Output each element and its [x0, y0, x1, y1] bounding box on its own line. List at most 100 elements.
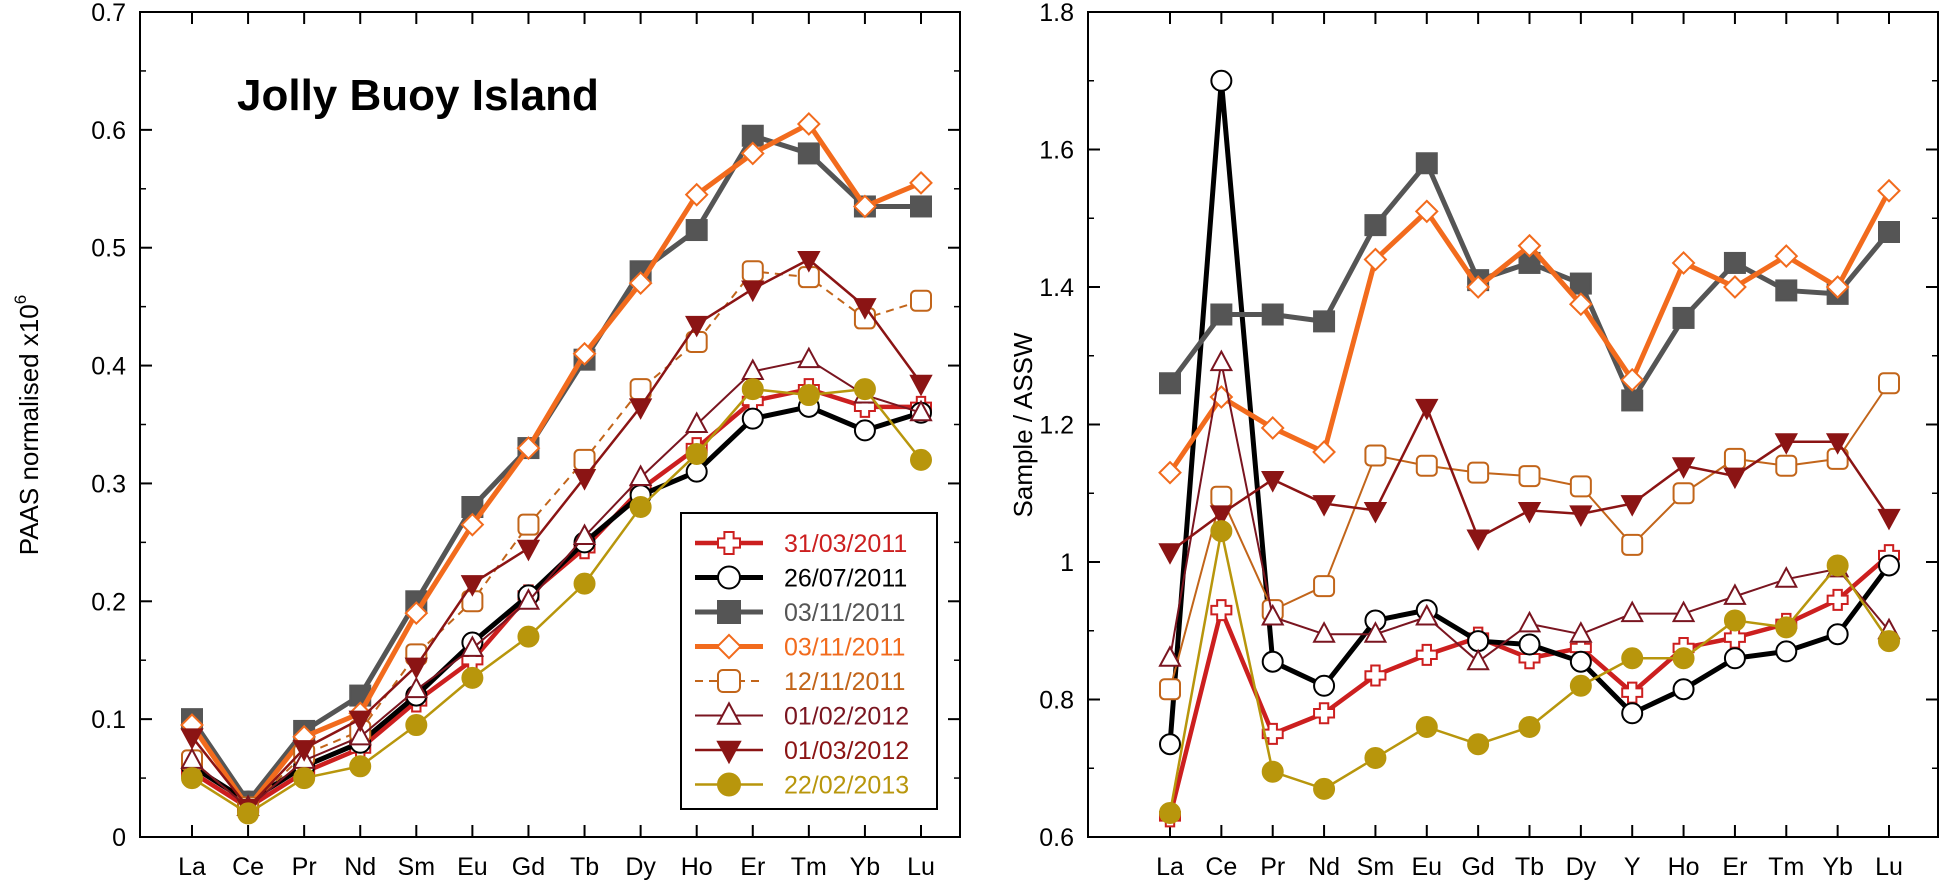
- data-point-nd: [349, 755, 372, 778]
- data-point-dy: [1569, 650, 1592, 673]
- legend-entry: 03/11/2011: [695, 599, 905, 627]
- x-tick-label-ce: Ce: [1205, 853, 1237, 881]
- y-tick-label: 0.6: [91, 117, 126, 145]
- data-point-gd: [1467, 461, 1490, 484]
- data-point-dy: [1569, 621, 1593, 643]
- x-tick-label-sm: Sm: [1357, 853, 1395, 881]
- data-point-eu: [460, 575, 485, 597]
- legend-label: 03/11/2011: [784, 634, 905, 662]
- legend-label: 31/03/2011: [784, 530, 907, 558]
- legend-entry: 26/07/2011: [695, 565, 907, 593]
- data-point-y: [1621, 533, 1644, 556]
- data-point-gd: [516, 539, 541, 562]
- legend-entry: 22/02/2013: [695, 772, 909, 800]
- x-tick-label-tm: Tm: [1768, 853, 1804, 881]
- data-point-er: [1723, 275, 1747, 299]
- data-point-tm: [797, 251, 821, 273]
- y-tick-label: 0.6: [1039, 824, 1074, 852]
- series-01-03-2012-6: [1158, 398, 1901, 565]
- legend-label: 26/07/2011: [784, 565, 907, 593]
- data-point-la: [180, 728, 204, 750]
- data-point-er: [1723, 467, 1747, 490]
- data-point-lu: [909, 374, 933, 397]
- x-tick-label-ce: Ce: [232, 853, 264, 881]
- data-point-lu: [909, 170, 933, 195]
- legend-marker: [717, 772, 741, 797]
- data-point-yb: [853, 419, 876, 442]
- data-point-nd: [1313, 575, 1336, 598]
- data-point-lu: [1877, 508, 1901, 531]
- data-point-eu: [1415, 643, 1438, 666]
- data-point-lu: [910, 195, 932, 218]
- data-point-y: [1620, 495, 1644, 517]
- data-point-nd: [1313, 777, 1336, 800]
- data-point-tb: [1517, 233, 1542, 258]
- data-point-ho: [685, 442, 708, 465]
- data-point-yb: [853, 298, 877, 320]
- x-tick-label-dy: Dy: [625, 853, 656, 881]
- series-22-02-2013-7: [1159, 520, 1900, 824]
- data-point-ce: [1210, 69, 1233, 92]
- legend-entry: 03/11/2011: [695, 634, 905, 662]
- data-point-sm: [404, 657, 428, 680]
- data-point-tm: [797, 384, 820, 407]
- data-point-lu: [910, 448, 932, 471]
- legend-marker: [717, 565, 741, 590]
- legend-label: 01/02/2012: [784, 703, 909, 731]
- legend-marker: [716, 633, 742, 660]
- data-point-tm: [1775, 454, 1798, 477]
- data-point-tb: [1518, 716, 1541, 738]
- data-point-tb: [1517, 501, 1542, 524]
- legend-label: 01/03/2012: [784, 737, 909, 765]
- data-point-tm: [1774, 566, 1798, 588]
- data-point-la: [1159, 372, 1181, 395]
- data-point-yb: [1825, 433, 1850, 455]
- x-tick-label-lu: Lu: [1875, 853, 1903, 881]
- data-point-lu: [1878, 554, 1900, 577]
- data-point-nd: [1312, 621, 1336, 643]
- y-tick-label: 0.2: [91, 588, 126, 616]
- data-point-dy: [1569, 475, 1592, 498]
- legend-label: 22/02/2013: [784, 772, 909, 800]
- data-point-tb: [1518, 465, 1541, 488]
- y-tick-label: 1.4: [1039, 274, 1074, 302]
- x-tick-label-sm: Sm: [398, 853, 436, 881]
- data-point-lu: [910, 289, 932, 312]
- data-point-ho: [1672, 678, 1695, 701]
- x-tick-label-ho: Ho: [681, 853, 713, 881]
- left-chart-title: Jolly Buoy Island: [237, 71, 599, 120]
- data-point-gd: [517, 625, 540, 648]
- data-point-eu: [460, 512, 485, 537]
- data-point-la: [1158, 645, 1182, 667]
- data-point-dy: [1569, 272, 1592, 295]
- data-point-gd: [516, 436, 541, 460]
- data-point-ce: [1210, 303, 1233, 326]
- x-tick-label-la: La: [178, 853, 206, 881]
- x-tick-label-tb: Tb: [570, 853, 599, 881]
- y-tick-label: 0.8: [1039, 687, 1074, 715]
- x-tick-label-gd: Gd: [1461, 853, 1494, 881]
- left-series: [180, 112, 933, 825]
- data-point-er: [741, 378, 764, 401]
- data-point-ce: [1210, 599, 1233, 622]
- data-point-er: [1723, 447, 1746, 470]
- x-tick-label-gd: Gd: [512, 853, 545, 881]
- right-x-axis: La Ce Pr Nd Sm Eu Gd Tb Dy Y Ho Er Tm Yb Lu: [1156, 12, 1903, 881]
- legend-entry: 31/03/2011: [695, 530, 907, 558]
- data-point-eu: [1414, 199, 1439, 224]
- data-point-gd: [517, 513, 540, 536]
- data-point-ce: [1210, 485, 1233, 508]
- y-tick-label: 1.6: [1039, 137, 1074, 165]
- series-03-11-2011-2: [1159, 152, 1900, 412]
- data-point-gd: [516, 588, 541, 610]
- legend-marker: [716, 740, 742, 765]
- data-point-sm: [1363, 621, 1388, 643]
- data-point-er: [740, 141, 765, 166]
- data-point-eu: [1415, 152, 1438, 175]
- legend: 31/03/2011 26/07/2011 03/11/2011 03/11/2011…: [680, 512, 938, 810]
- data-point-nd: [1313, 310, 1336, 333]
- x-tick-label-ho: Ho: [1668, 853, 1700, 881]
- y-tick-label: 0.5: [91, 235, 126, 263]
- data-point-ho: [1672, 306, 1695, 329]
- y-tick-label: 0.3: [91, 470, 126, 498]
